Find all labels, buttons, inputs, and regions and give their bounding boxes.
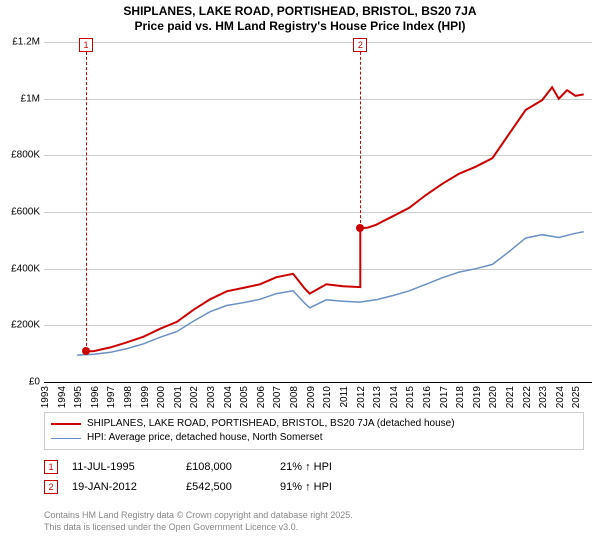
- x-tick-label: 2001: [173, 386, 184, 408]
- legend-label-subject: SHIPLANES, LAKE ROAD, PORTISHEAD, BRISTO…: [87, 417, 455, 431]
- x-tick-label: 2017: [439, 386, 450, 408]
- x-tick-label: 2016: [422, 386, 433, 408]
- sale-date: 19-JAN-2012: [72, 481, 172, 493]
- x-tick-label: 1998: [123, 386, 134, 408]
- title-line-2: Price paid vs. HM Land Registry's House …: [0, 19, 600, 34]
- x-tick-label: 2023: [538, 386, 549, 408]
- footer-line-2: This data is licensed under the Open Gov…: [44, 522, 584, 534]
- x-tick-label: 2025: [571, 386, 582, 408]
- gridline: [44, 382, 592, 383]
- y-tick-label: £800K: [11, 150, 40, 161]
- x-tick-label: 1994: [57, 386, 68, 408]
- y-tick-label: £200K: [11, 320, 40, 331]
- x-tick-label: 1996: [90, 386, 101, 408]
- marker-line: [360, 42, 361, 228]
- x-tick-label: 1993: [40, 386, 51, 408]
- x-tick-label: 2004: [223, 386, 234, 408]
- chart-title-block: SHIPLANES, LAKE ROAD, PORTISHEAD, BRISTO…: [0, 0, 600, 34]
- x-tick-label: 2013: [372, 386, 383, 408]
- series-line-subject: [86, 87, 584, 351]
- page: SHIPLANES, LAKE ROAD, PORTISHEAD, BRISTO…: [0, 0, 600, 560]
- x-tick-label: 2021: [505, 386, 516, 408]
- marker-line: [86, 42, 87, 351]
- marker-box-inline: 1: [44, 460, 58, 474]
- y-tick-label: £1M: [21, 93, 40, 104]
- sale-date: 11-JUL-1995: [72, 461, 172, 473]
- y-tick-label: £400K: [11, 263, 40, 274]
- sale-price: £108,000: [186, 461, 266, 473]
- x-tick-label: 2015: [405, 386, 416, 408]
- x-tick-label: 2024: [555, 386, 566, 408]
- legend-label-hpi: HPI: Average price, detached house, Nort…: [87, 431, 323, 445]
- y-tick-label: £0: [29, 377, 40, 388]
- x-tick-label: 1997: [106, 386, 117, 408]
- footer: Contains HM Land Registry data © Crown c…: [44, 510, 584, 533]
- sale-price: £542,500: [186, 481, 266, 493]
- title-line-1: SHIPLANES, LAKE ROAD, PORTISHEAD, BRISTO…: [0, 4, 600, 19]
- x-tick-label: 1995: [73, 386, 84, 408]
- y-tick-label: £600K: [11, 207, 40, 218]
- marker-box: 2: [353, 38, 367, 52]
- swatch-blue: [51, 438, 81, 439]
- sale-row: 1 11-JUL-1995 £108,000 21% ↑ HPI: [44, 460, 584, 474]
- x-tick-label: 2014: [389, 386, 400, 408]
- chart-plot-area: 12: [44, 42, 592, 382]
- x-tick-label: 2019: [472, 386, 483, 408]
- x-tick-label: 2010: [322, 386, 333, 408]
- x-tick-label: 2008: [289, 386, 300, 408]
- x-tick-label: 2012: [356, 386, 367, 408]
- x-tick-label: 2009: [306, 386, 317, 408]
- y-tick-label: £1.2M: [12, 37, 40, 48]
- x-tick-label: 2003: [206, 386, 217, 408]
- sale-hpi-delta: 91% ↑ HPI: [280, 481, 370, 493]
- x-tick-label: 2006: [256, 386, 267, 408]
- x-tick-label: 2002: [189, 386, 200, 408]
- x-tick-label: 2022: [522, 386, 533, 408]
- marker-dot: [356, 224, 364, 232]
- x-tick-label: 2018: [455, 386, 466, 408]
- marker-dot: [82, 347, 90, 355]
- x-tick-label: 2011: [339, 386, 350, 408]
- legend-box: SHIPLANES, LAKE ROAD, PORTISHEAD, BRISTO…: [44, 412, 584, 450]
- legend-row-subject: SHIPLANES, LAKE ROAD, PORTISHEAD, BRISTO…: [51, 417, 577, 431]
- series-svg: [44, 42, 592, 382]
- sale-row: 2 19-JAN-2012 £542,500 91% ↑ HPI: [44, 480, 584, 494]
- x-tick-label: 2007: [272, 386, 283, 408]
- legend-row-hpi: HPI: Average price, detached house, Nort…: [51, 431, 577, 445]
- marker-box: 1: [79, 38, 93, 52]
- series-line-hpi: [77, 232, 584, 355]
- x-tick-label: 1999: [140, 386, 151, 408]
- x-tick-label: 2005: [239, 386, 250, 408]
- sale-rows: 1 11-JUL-1995 £108,000 21% ↑ HPI 2 19-JAN-201…: [44, 460, 584, 500]
- sale-hpi-delta: 21% ↑ HPI: [280, 461, 370, 473]
- footer-line-1: Contains HM Land Registry data © Crown c…: [44, 510, 584, 522]
- marker-box-inline: 2: [44, 480, 58, 494]
- x-tick-label: 2020: [488, 386, 499, 408]
- swatch-red: [51, 423, 81, 425]
- x-tick-label: 2000: [156, 386, 167, 408]
